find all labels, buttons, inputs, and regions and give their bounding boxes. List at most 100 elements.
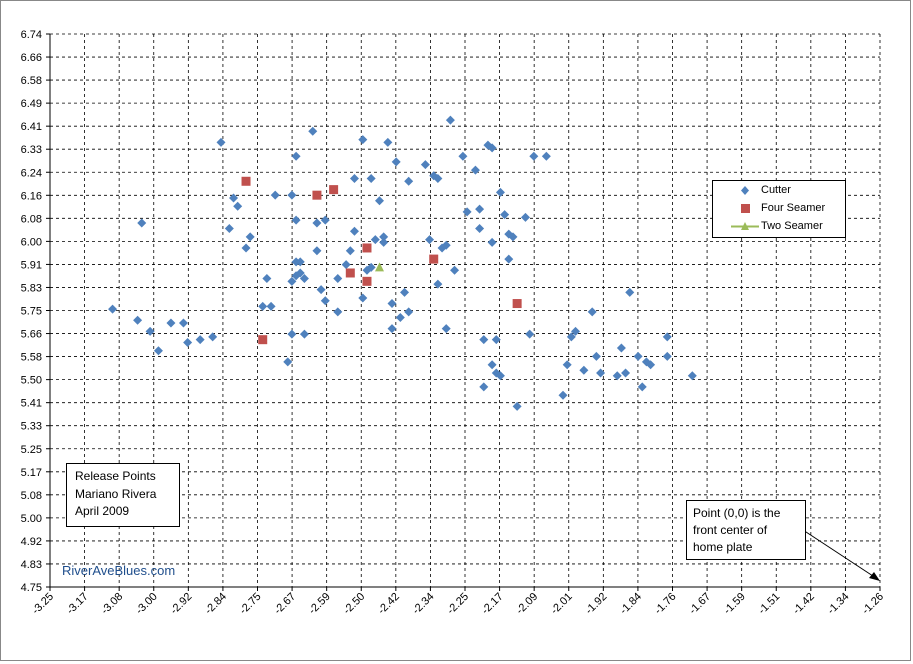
chart-title-box: Release Points Mariano Rivera April 2009 (66, 463, 180, 527)
point-cutter (487, 360, 497, 370)
point-four-seamer (329, 185, 339, 195)
point-cutter (295, 257, 305, 267)
point-cutter (287, 276, 297, 286)
point-cutter (433, 174, 443, 184)
point-cutter (145, 326, 155, 336)
point-cutter (566, 332, 576, 342)
y-tick-label: 5.75 (21, 306, 42, 318)
y-tick-label: 6.41 (21, 121, 42, 133)
point-four-seamer (312, 190, 322, 200)
point-cutter (541, 151, 551, 161)
title-line-1: Release Points (75, 469, 156, 483)
point-cutter (441, 240, 451, 250)
point-cutter (404, 176, 414, 186)
point-cutter (458, 151, 468, 161)
point-cutter (370, 235, 380, 245)
point-cutter (487, 237, 497, 247)
point-cutter (625, 287, 635, 297)
point-cutter (433, 279, 443, 289)
y-tick-label: 4.83 (21, 559, 42, 571)
point-cutter (216, 137, 226, 147)
point-cutter (487, 143, 497, 153)
point-cutter (596, 368, 606, 378)
y-tick-label: 5.08 (21, 490, 42, 502)
point-cutter (616, 343, 626, 353)
point-cutter (366, 262, 376, 272)
point-cutter (571, 326, 581, 336)
point-cutter (258, 301, 268, 311)
legend-item-two-seamer: Two Seamer (713, 218, 845, 235)
point-cutter (579, 365, 589, 375)
legend-label: Cutter (761, 184, 791, 196)
point-cutter (299, 329, 309, 339)
point-cutter (633, 351, 643, 361)
point-four-seamer (512, 299, 522, 309)
point-cutter (512, 401, 522, 411)
point-cutter (508, 232, 518, 242)
point-cutter (687, 371, 697, 381)
point-cutter (341, 260, 351, 270)
y-tick-label: 6.33 (21, 144, 42, 156)
point-cutter (358, 135, 368, 145)
point-cutter (312, 246, 322, 256)
point-cutter (379, 237, 389, 247)
y-tick-label: 5.66 (21, 329, 42, 341)
point-cutter (374, 196, 384, 206)
point-two-seamer (374, 262, 384, 272)
title-line-3: April 2009 (75, 504, 130, 518)
point-cutter (266, 301, 276, 311)
point-cutter (229, 193, 239, 203)
y-tick-label: 5.25 (21, 444, 42, 456)
point-cutter (349, 174, 359, 184)
point-cutter (520, 212, 530, 222)
point-four-seamer (345, 268, 355, 278)
point-four-seamer (429, 254, 439, 264)
legend-label: Two Seamer (761, 220, 823, 232)
point-cutter (662, 351, 672, 361)
note-box: Point (0,0) is the front center of home … (686, 500, 806, 560)
point-cutter (245, 232, 255, 242)
y-tick-label: 5.91 (21, 259, 42, 271)
point-cutter (400, 287, 410, 297)
point-cutter (420, 160, 430, 170)
point-cutter (183, 337, 193, 347)
point-cutter (441, 324, 451, 334)
point-cutter (425, 235, 435, 245)
y-tick-label: 4.92 (21, 536, 42, 548)
y-tick-label: 5.50 (21, 375, 42, 387)
point-four-seamer (362, 243, 372, 253)
y-tick-label: 5.33 (21, 421, 42, 433)
point-cutter (366, 174, 376, 184)
point-cutter (195, 335, 205, 345)
point-cutter (450, 265, 460, 275)
point-cutter (345, 246, 355, 256)
triangle-icon (731, 222, 759, 230)
point-cutter (479, 335, 489, 345)
point-cutter (320, 296, 330, 306)
point-four-seamer (362, 276, 372, 286)
y-tick-label: 5.83 (21, 282, 42, 294)
point-cutter (299, 274, 309, 284)
point-cutter (387, 324, 397, 334)
y-tick-label: 5.41 (21, 398, 42, 410)
point-cutter (587, 307, 597, 317)
point-cutter (283, 357, 293, 367)
diamond-icon (741, 186, 749, 195)
point-cutter (166, 318, 176, 328)
point-cutter (475, 204, 485, 214)
point-cutter (391, 157, 401, 167)
point-cutter (241, 243, 251, 253)
y-tick-label: 5.17 (21, 467, 42, 479)
point-cutter (404, 307, 414, 317)
point-cutter (383, 137, 393, 147)
point-cutter (500, 210, 510, 220)
point-cutter (287, 190, 297, 200)
point-cutter (558, 390, 568, 400)
point-cutter (646, 360, 656, 370)
legend: Cutter Four Seamer Two Seamer (712, 180, 846, 238)
point-cutter (153, 346, 163, 356)
point-cutter (291, 215, 301, 225)
point-cutter (295, 268, 305, 278)
point-cutter (491, 335, 501, 345)
